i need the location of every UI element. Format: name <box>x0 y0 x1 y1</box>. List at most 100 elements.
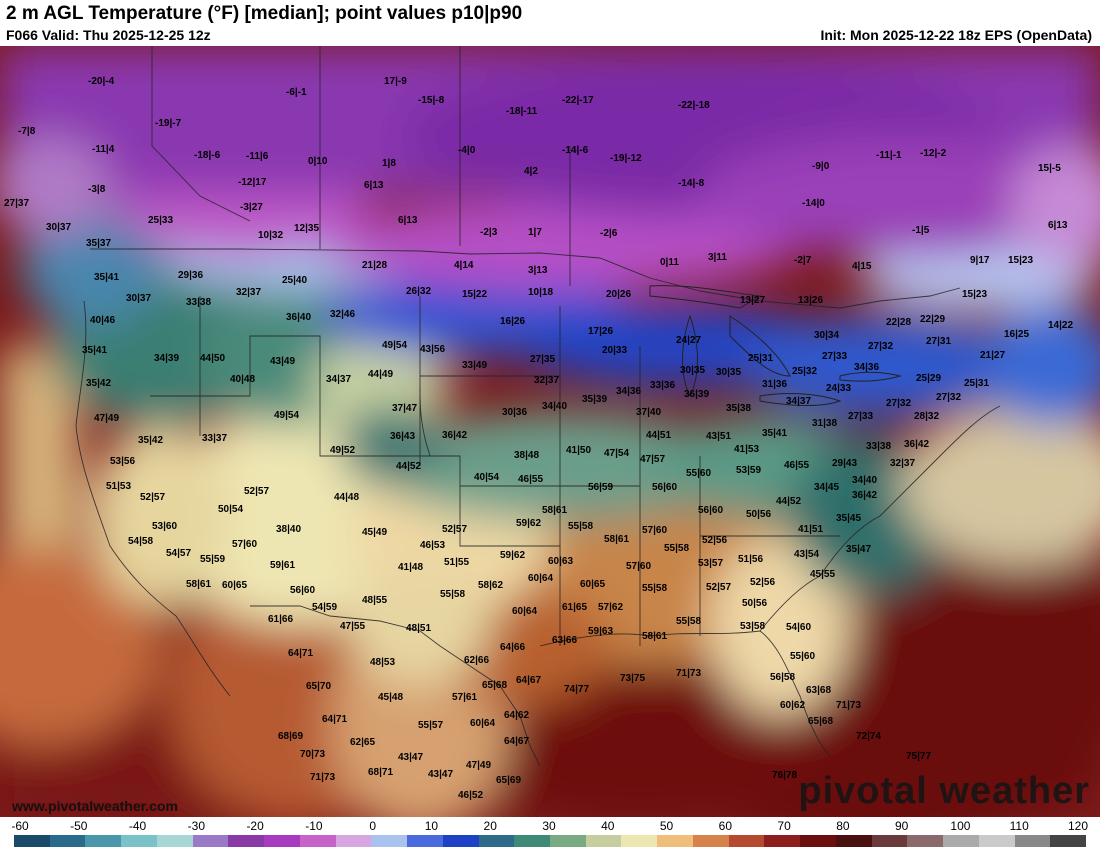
point-value-label: 1|7 <box>528 227 542 238</box>
colorbar-swatch <box>407 835 443 847</box>
colorbar-tick-label: 60 <box>718 819 733 833</box>
point-value-label: 9|17 <box>970 255 990 266</box>
temperature-map[interactable]: -20|-4 17|-9 -6|-1 -15|-8 -22|-17 -22|-18 -18|… <box>0 46 1100 817</box>
point-value-label: 15|-5 <box>1038 163 1061 174</box>
point-value-label: 36|39 <box>684 389 710 400</box>
point-value-label: 76|78 <box>772 770 798 781</box>
point-value-label: 52|57 <box>442 524 468 535</box>
point-value-label: 47|57 <box>640 454 666 465</box>
point-value-label: 55|60 <box>790 651 816 662</box>
point-value-label: 35|37 <box>86 238 112 249</box>
point-value-label: -2|3 <box>480 227 498 238</box>
colorbar-tick-label: 20 <box>483 819 497 833</box>
point-value-label: 21|27 <box>980 350 1006 361</box>
point-value-label: 56|60 <box>652 482 678 493</box>
point-value-label: 59|63 <box>588 626 614 637</box>
colorbar-swatch <box>156 835 193 847</box>
colorbar-swatch <box>585 835 622 847</box>
point-value-label: 4|14 <box>454 260 474 271</box>
point-value-label: 25|33 <box>148 215 174 226</box>
point-value-label: 58|61 <box>542 505 568 516</box>
point-value-label: 52|57 <box>140 492 166 503</box>
point-value-label: 33|38 <box>866 441 892 452</box>
point-value-label: 65|68 <box>482 680 508 691</box>
point-value-label: 50|56 <box>746 509 772 520</box>
colorbar-tick-label: 40 <box>601 819 615 833</box>
point-value-label: 30|37 <box>126 293 152 304</box>
colorbar <box>14 835 1087 847</box>
colorbar-swatch <box>835 835 872 847</box>
point-value-label: 35|41 <box>94 272 120 283</box>
point-value-label: 27|31 <box>926 336 952 347</box>
point-value-label: 46|55 <box>784 460 810 471</box>
point-value-label: 17|-9 <box>384 76 407 87</box>
point-value-label: -18|-6 <box>194 150 221 161</box>
point-value-label: -11|4 <box>92 144 115 155</box>
point-value-label: 10|32 <box>258 230 284 241</box>
point-value-label: 63|66 <box>552 635 578 646</box>
point-value-label: 31|36 <box>762 379 788 390</box>
point-value-label: -20|-4 <box>88 76 115 87</box>
point-value-label: 43|56 <box>420 344 446 355</box>
point-value-label: -1|5 <box>912 225 930 236</box>
point-value-label: 60|63 <box>548 556 574 567</box>
point-value-label: -19|-12 <box>610 153 642 164</box>
point-value-label: 43|51 <box>706 431 732 442</box>
point-value-label: 47|55 <box>340 621 366 632</box>
point-value-label: 60|65 <box>580 579 606 590</box>
point-value-label: 57|61 <box>452 692 478 703</box>
colorbar-swatch <box>657 835 693 847</box>
point-value-label: 35|41 <box>82 345 108 356</box>
point-value-label: 44|52 <box>396 461 422 472</box>
colorbar-tick-label: -20 <box>246 819 264 833</box>
point-value-label: -4|0 <box>458 145 476 156</box>
point-value-label: 55|58 <box>568 521 594 532</box>
point-value-label: 65|69 <box>496 775 522 786</box>
colorbar-tick-label: 30 <box>542 819 556 833</box>
point-value-label: 44|48 <box>334 492 360 503</box>
point-value-label: 41|53 <box>734 444 760 455</box>
point-value-label: 62|65 <box>350 737 376 748</box>
point-value-label: 33|37 <box>202 433 228 444</box>
point-value-label: 28|32 <box>914 411 940 422</box>
colorbar-swatch <box>692 835 729 847</box>
point-value-label: 52|57 <box>244 486 270 497</box>
point-value-label: 36|43 <box>390 431 416 442</box>
point-value-label: 32|37 <box>236 287 262 298</box>
point-value-label: 62|66 <box>464 655 490 666</box>
point-value-label: 59|62 <box>500 550 526 561</box>
colorbar-swatch <box>871 835 908 847</box>
point-value-label: 73|75 <box>620 673 646 684</box>
colorbar-swatch <box>800 835 836 847</box>
point-value-label: 32|37 <box>890 458 916 469</box>
colorbar-swatch <box>371 835 408 847</box>
colorbar-swatch <box>49 835 86 847</box>
colorbar-swatch <box>14 835 50 847</box>
point-value-label: 27|33 <box>848 411 874 422</box>
point-value-label: 6|13 <box>1048 220 1068 231</box>
point-value-label: 27|32 <box>886 398 912 409</box>
point-value-label: 21|28 <box>362 260 388 271</box>
colorbar-swatch <box>621 835 658 847</box>
point-value-label: 27|33 <box>822 351 848 362</box>
point-value-label: 51|56 <box>738 554 764 565</box>
point-value-label: 6|13 <box>398 215 418 226</box>
point-value-label: 71|73 <box>676 668 702 679</box>
map-canvas <box>0 46 1100 817</box>
colorbar-tick-label: -30 <box>187 819 205 833</box>
point-value-label: 30|35 <box>716 367 742 378</box>
point-value-label: 64|71 <box>288 648 314 659</box>
point-value-label: 49|52 <box>330 445 356 456</box>
colorbar-tick-label: 120 <box>1067 819 1089 833</box>
point-value-label: -14|-6 <box>562 145 589 156</box>
point-value-label: 57|62 <box>598 602 624 613</box>
point-value-label: -12|-2 <box>920 148 947 159</box>
colorbar-tick-label: 10 <box>424 819 439 833</box>
point-value-label: -12|17 <box>238 177 267 188</box>
point-value-label: 58|61 <box>604 534 630 545</box>
point-value-label: 26|32 <box>406 286 432 297</box>
point-value-label: 29|36 <box>178 270 204 281</box>
point-value-label: 48|51 <box>406 623 432 634</box>
point-value-label: 65|68 <box>808 716 834 727</box>
point-value-label: 22|29 <box>920 314 946 325</box>
